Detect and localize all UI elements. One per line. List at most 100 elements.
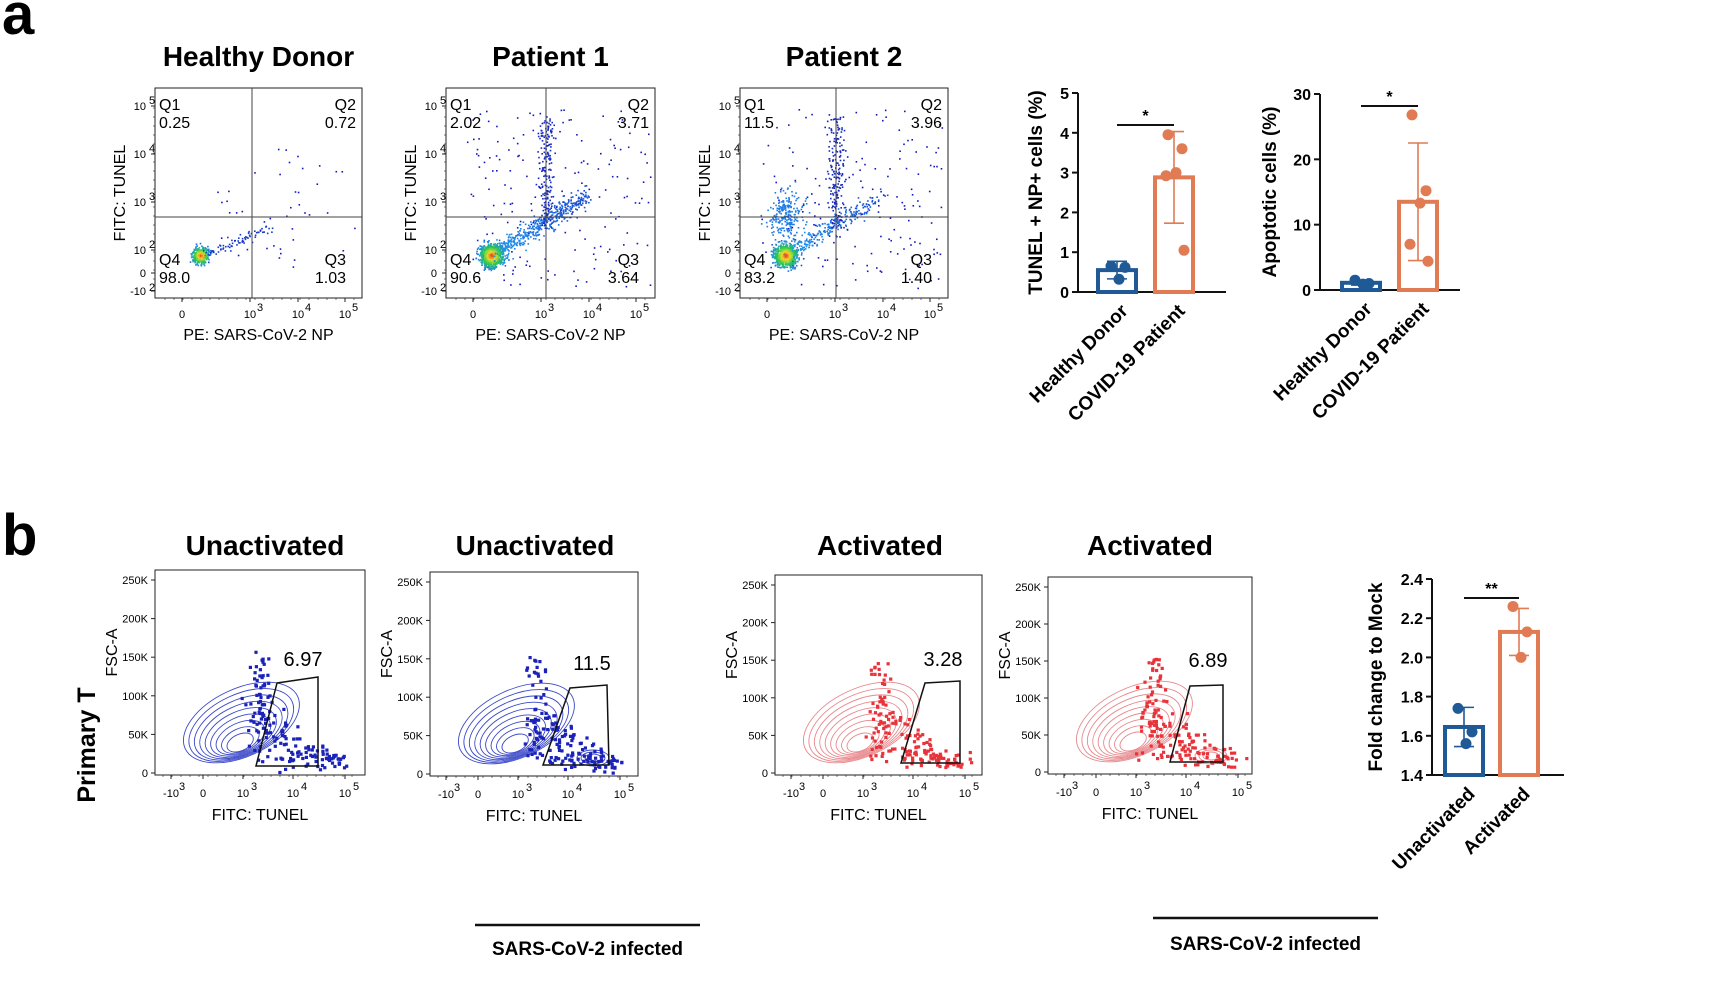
event-dot bbox=[505, 257, 507, 259]
event-dot bbox=[560, 211, 562, 214]
event-dot bbox=[931, 752, 935, 756]
event-dot bbox=[784, 192, 787, 194]
event-dot bbox=[538, 735, 542, 739]
event-dot bbox=[599, 747, 603, 751]
event-dot bbox=[535, 665, 539, 669]
event-dot bbox=[782, 263, 784, 266]
event-dot bbox=[805, 116, 807, 119]
event-dot bbox=[342, 754, 346, 758]
event-dot bbox=[489, 260, 491, 263]
event-dot bbox=[796, 251, 798, 253]
event-dot bbox=[549, 155, 551, 157]
event-dot bbox=[1154, 658, 1158, 662]
event-dot bbox=[1233, 751, 1237, 755]
event-dot bbox=[836, 186, 839, 188]
event-dot bbox=[533, 225, 535, 227]
event-dot bbox=[791, 246, 794, 248]
gate-percentage: 3.28 bbox=[924, 649, 963, 671]
event-dot bbox=[794, 213, 796, 216]
event-dot bbox=[788, 261, 790, 264]
event-dot bbox=[530, 752, 534, 756]
event-dot bbox=[577, 197, 580, 200]
event-dot bbox=[292, 737, 296, 741]
event-dot bbox=[577, 204, 580, 206]
event-dot bbox=[544, 208, 547, 211]
y-tick-label: 0 bbox=[417, 769, 423, 781]
event-dot bbox=[908, 278, 911, 281]
event-dot bbox=[209, 252, 212, 254]
event-dot bbox=[566, 208, 569, 210]
event-dot bbox=[522, 241, 524, 244]
event-dot bbox=[601, 754, 605, 758]
event-dot bbox=[782, 262, 784, 264]
event-dot bbox=[498, 259, 501, 261]
event-dot bbox=[227, 236, 229, 239]
event-dot bbox=[485, 257, 487, 260]
event-dot bbox=[202, 251, 205, 254]
gate-polygon bbox=[899, 680, 961, 764]
event-dot bbox=[207, 245, 209, 248]
event-dot bbox=[1157, 658, 1161, 662]
event-dot bbox=[203, 251, 206, 254]
event-dot bbox=[488, 255, 491, 258]
event-dot bbox=[494, 258, 497, 261]
event-dot bbox=[572, 196, 574, 198]
event-dot bbox=[215, 253, 217, 255]
event-dot bbox=[260, 676, 264, 680]
x-tick-label: 10 bbox=[630, 309, 642, 321]
event-dot bbox=[782, 266, 784, 268]
event-dot bbox=[202, 261, 205, 264]
event-dot bbox=[485, 254, 487, 257]
event-dot bbox=[782, 201, 785, 203]
event-dot bbox=[298, 737, 302, 741]
event-dot bbox=[613, 144, 615, 147]
event-dot bbox=[534, 695, 538, 699]
event-dot bbox=[217, 251, 220, 253]
event-dot bbox=[255, 231, 258, 234]
event-dot bbox=[918, 734, 922, 738]
event-dot bbox=[904, 736, 908, 740]
event-dot bbox=[544, 135, 547, 137]
event-dot bbox=[227, 245, 229, 248]
event-dot bbox=[780, 207, 783, 209]
event-dot bbox=[314, 755, 318, 759]
event-dot bbox=[825, 178, 827, 180]
event-dot bbox=[551, 202, 554, 205]
event-dot bbox=[231, 242, 234, 245]
event-dot bbox=[295, 737, 299, 741]
quadrant-name: Q3 bbox=[325, 252, 346, 269]
event-dot bbox=[548, 218, 550, 220]
event-dot bbox=[547, 151, 549, 154]
event-dot bbox=[192, 260, 195, 262]
event-dot bbox=[263, 221, 266, 223]
event-dot bbox=[550, 143, 552, 145]
event-dot bbox=[544, 206, 546, 209]
event-dot bbox=[480, 248, 482, 250]
event-dot bbox=[837, 208, 840, 210]
event-dot bbox=[782, 264, 784, 267]
event-dot bbox=[563, 195, 565, 197]
event-dot bbox=[795, 249, 798, 251]
event-dot bbox=[493, 258, 496, 260]
event-dot bbox=[796, 265, 798, 267]
event-dot bbox=[1160, 734, 1164, 738]
event-dot bbox=[502, 256, 504, 258]
event-dot bbox=[791, 252, 793, 254]
event-dot bbox=[585, 200, 588, 203]
event-dot bbox=[195, 247, 197, 250]
event-dot bbox=[200, 257, 202, 259]
event-dot bbox=[790, 262, 792, 265]
event-dot bbox=[267, 681, 271, 685]
event-dot bbox=[502, 242, 504, 244]
event-dot bbox=[782, 234, 784, 236]
event-dot bbox=[575, 285, 577, 287]
event-dot bbox=[548, 176, 551, 179]
x-tick-label: 0 bbox=[475, 789, 481, 801]
event-dot bbox=[762, 242, 764, 244]
category-label: Healthy Donor bbox=[1270, 298, 1377, 405]
event-dot bbox=[776, 261, 779, 264]
event-dot bbox=[529, 265, 531, 268]
event-dot bbox=[840, 174, 843, 177]
event-dot bbox=[238, 242, 240, 244]
event-dot bbox=[228, 243, 231, 246]
